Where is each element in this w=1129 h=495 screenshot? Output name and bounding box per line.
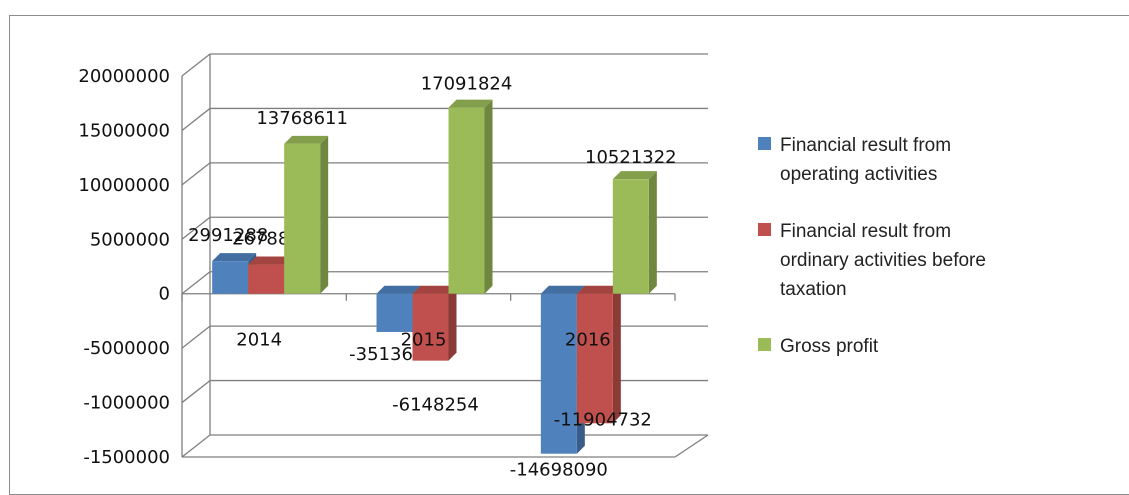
gridline-depth [181, 216, 211, 240]
bar-top [576, 285, 621, 294]
legend-label: Gross profit [780, 336, 879, 357]
bar-top [540, 285, 585, 294]
data-label: 10521322 [585, 147, 677, 168]
data-label: -11904732 [554, 409, 652, 430]
legend-swatch [758, 338, 771, 351]
chart-svg: 20000000 15000000 10000000 5000000 0 -5000000… [78, 53, 986, 481]
bar [612, 179, 649, 294]
y-tick-label: 10000000 [78, 175, 170, 196]
y-tick-label: 5000000 [90, 229, 170, 250]
bar [448, 107, 485, 294]
data-label: 17091824 [421, 74, 513, 95]
bar [284, 143, 321, 294]
legend-swatch [758, 223, 771, 236]
gridline-depth [181, 325, 211, 349]
y-tick-label: -1500000 [83, 447, 170, 468]
bar [212, 261, 249, 294]
gridline-depth [181, 271, 211, 295]
bar-side [648, 171, 657, 294]
gridline-depth [181, 162, 211, 186]
gridline-depth [181, 53, 211, 77]
bar-side [612, 285, 621, 424]
y-tick-label: -1000000 [83, 393, 170, 414]
gridline-depth [181, 380, 211, 404]
y-tick-label: 20000000 [78, 66, 170, 87]
x-category-label: 2015 [401, 330, 447, 351]
gridline-depth [181, 434, 211, 458]
bar-top [412, 285, 457, 294]
y-tick-label: 15000000 [78, 120, 170, 141]
legend-swatch [758, 137, 771, 150]
data-label: 2991288 [188, 225, 268, 246]
y-tick-label: 0 [159, 284, 170, 305]
y-tick-label: -5000000 [83, 338, 170, 359]
x-category-label: 2016 [565, 330, 611, 351]
bar-side [448, 285, 457, 361]
legend-label: operating activities [780, 164, 937, 185]
x-category-label: 2014 [236, 330, 282, 351]
bar-top [284, 135, 329, 144]
bar-top [376, 285, 421, 294]
data-label: -14698090 [510, 460, 608, 481]
bar [412, 293, 449, 361]
bar-top [248, 256, 293, 265]
data-label: -6148254 [392, 395, 479, 416]
gridline-depth [181, 107, 211, 131]
bar [376, 293, 413, 332]
bar [540, 293, 577, 454]
bar-top [212, 253, 257, 262]
bar [248, 264, 285, 294]
legend-label: Financial result from [780, 135, 951, 156]
bar-top [448, 99, 493, 108]
bar-top [612, 171, 657, 180]
bar [576, 293, 613, 424]
data-label: 13768611 [256, 108, 348, 129]
legend-label: taxation [780, 279, 847, 300]
bar-side [484, 99, 493, 294]
legend-label: Financial result from [780, 221, 951, 242]
bar-side [320, 135, 329, 294]
floor-right-edge [674, 434, 709, 458]
legend-label: ordinary activities before [780, 250, 986, 271]
